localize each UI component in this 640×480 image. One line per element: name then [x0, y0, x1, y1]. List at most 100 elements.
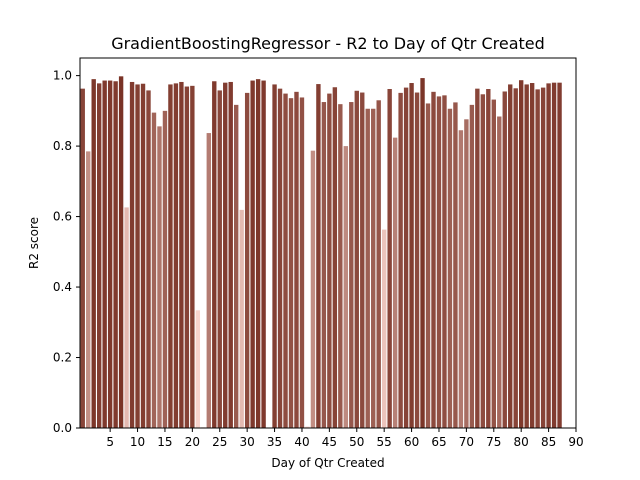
- bar-day-55: [381, 229, 387, 428]
- chart-title: GradientBoostingRegressor - R2 to Day of…: [111, 34, 545, 53]
- x-axis-label: Day of Qtr Created: [271, 456, 384, 470]
- bar-day-75: [491, 99, 496, 428]
- bar-day-13: [151, 112, 157, 428]
- bar-day-53: [371, 108, 376, 428]
- bar-day-38: [288, 98, 294, 429]
- bar-day-20: [190, 85, 195, 428]
- x-tick-label: 40: [294, 435, 309, 449]
- bar-day-30: [244, 92, 250, 428]
- y-tick-label: 0.6: [53, 210, 72, 224]
- y-tick-label: 0.2: [53, 351, 72, 365]
- bar-day-17: [173, 83, 179, 428]
- plot-frame: [79, 57, 577, 429]
- y-axis-label: R2 score: [27, 217, 41, 269]
- x-tick-label: 75: [486, 435, 501, 449]
- bar-day-48: [343, 146, 349, 428]
- bar-day-50: [354, 90, 359, 429]
- bar-day-85: [546, 83, 551, 428]
- bar-day-80: [519, 80, 524, 428]
- bar-day-44: [321, 102, 327, 429]
- bar-day-82: [529, 83, 535, 429]
- bar-day-39: [294, 91, 299, 428]
- bar-day-87: [557, 82, 562, 429]
- bar-day-11: [140, 83, 146, 428]
- bar-day-2: [91, 79, 96, 429]
- bar-day-86: [551, 82, 557, 429]
- bar-day-1: [86, 151, 91, 428]
- y-tick-label: 0.8: [53, 139, 72, 153]
- bars-group: [80, 76, 562, 429]
- bar-day-45: [327, 93, 332, 428]
- x-tick-label: 90: [568, 435, 583, 449]
- bar-day-46: [332, 87, 338, 428]
- y-tick-label: 1.0: [53, 69, 72, 83]
- bar-day-37: [283, 93, 288, 428]
- bar-day-57: [392, 137, 398, 428]
- bar-day-16: [168, 84, 173, 428]
- bar-day-27: [228, 81, 233, 428]
- bar-day-12: [146, 90, 151, 429]
- y-tick-label: 0.4: [53, 280, 72, 294]
- bar-day-54: [376, 100, 381, 429]
- bar-day-36: [277, 88, 283, 429]
- bar-day-84: [540, 87, 546, 428]
- bar-day-70: [464, 119, 469, 429]
- bar-day-21: [195, 310, 201, 428]
- bar-day-71: [469, 104, 475, 428]
- x-tick-label: 70: [459, 435, 474, 449]
- bar-day-29: [239, 209, 244, 428]
- bar-day-7: [118, 76, 124, 429]
- x-tick-label: 5: [106, 435, 114, 449]
- bar-day-65: [436, 96, 442, 429]
- x-tick-label: 55: [377, 435, 392, 449]
- bar-day-66: [442, 95, 447, 428]
- bar-day-25: [217, 90, 222, 429]
- bar-day-52: [365, 108, 370, 428]
- bar-day-78: [508, 84, 513, 428]
- bar-day-35: [272, 84, 277, 428]
- x-tick-label: 80: [514, 435, 529, 449]
- bar-day-49: [349, 102, 354, 429]
- bar-day-5: [107, 80, 113, 429]
- x-tick-label: 60: [404, 435, 419, 449]
- bar-day-63: [425, 103, 431, 428]
- bar-day-28: [234, 104, 239, 428]
- bar-day-62: [420, 78, 425, 428]
- x-tick-label: 45: [322, 435, 337, 449]
- x-tick-label: 50: [349, 435, 364, 449]
- bar-day-33: [261, 80, 266, 429]
- x-tick-label: 20: [185, 435, 200, 449]
- x-tick-label: 85: [541, 435, 556, 449]
- bar-day-77: [502, 91, 507, 428]
- bar-day-67: [447, 108, 453, 428]
- bar-day-23: [206, 133, 211, 429]
- bar-day-76: [497, 116, 502, 428]
- bar-day-0: [80, 88, 85, 429]
- bar-day-10: [135, 84, 140, 428]
- bar-day-31: [250, 80, 255, 429]
- bar-day-19: [184, 86, 190, 429]
- bar-day-4: [102, 80, 107, 429]
- x-tick-label: 35: [267, 435, 282, 449]
- bar-day-41: [305, 426, 310, 428]
- bar-day-14: [157, 126, 162, 428]
- bar-day-42: [310, 150, 316, 428]
- y-tick-label: 0.0: [53, 421, 72, 435]
- bar-day-51: [360, 92, 365, 429]
- bar-day-81: [524, 84, 529, 428]
- x-ticks-group: 5 10 15 20 25 30 35 40 45 50 55 60 65 70 75 80 85 90: [106, 428, 584, 449]
- bar-day-47: [338, 104, 343, 429]
- x-tick-label: 25: [212, 435, 227, 449]
- bar-day-8: [124, 207, 129, 428]
- y-ticks-group: 0.0 0.2 0.4 0.6 0.8 1.0: [53, 69, 80, 435]
- bar-day-61: [414, 92, 420, 429]
- bar-day-15: [162, 110, 168, 428]
- x-tick-label: 15: [157, 435, 172, 449]
- bar-day-18: [179, 81, 184, 428]
- bar-day-79: [513, 88, 518, 429]
- bar-day-68: [453, 102, 458, 429]
- x-tick-label: 30: [240, 435, 255, 449]
- bar-day-24: [212, 81, 217, 428]
- bar-day-32: [255, 79, 261, 429]
